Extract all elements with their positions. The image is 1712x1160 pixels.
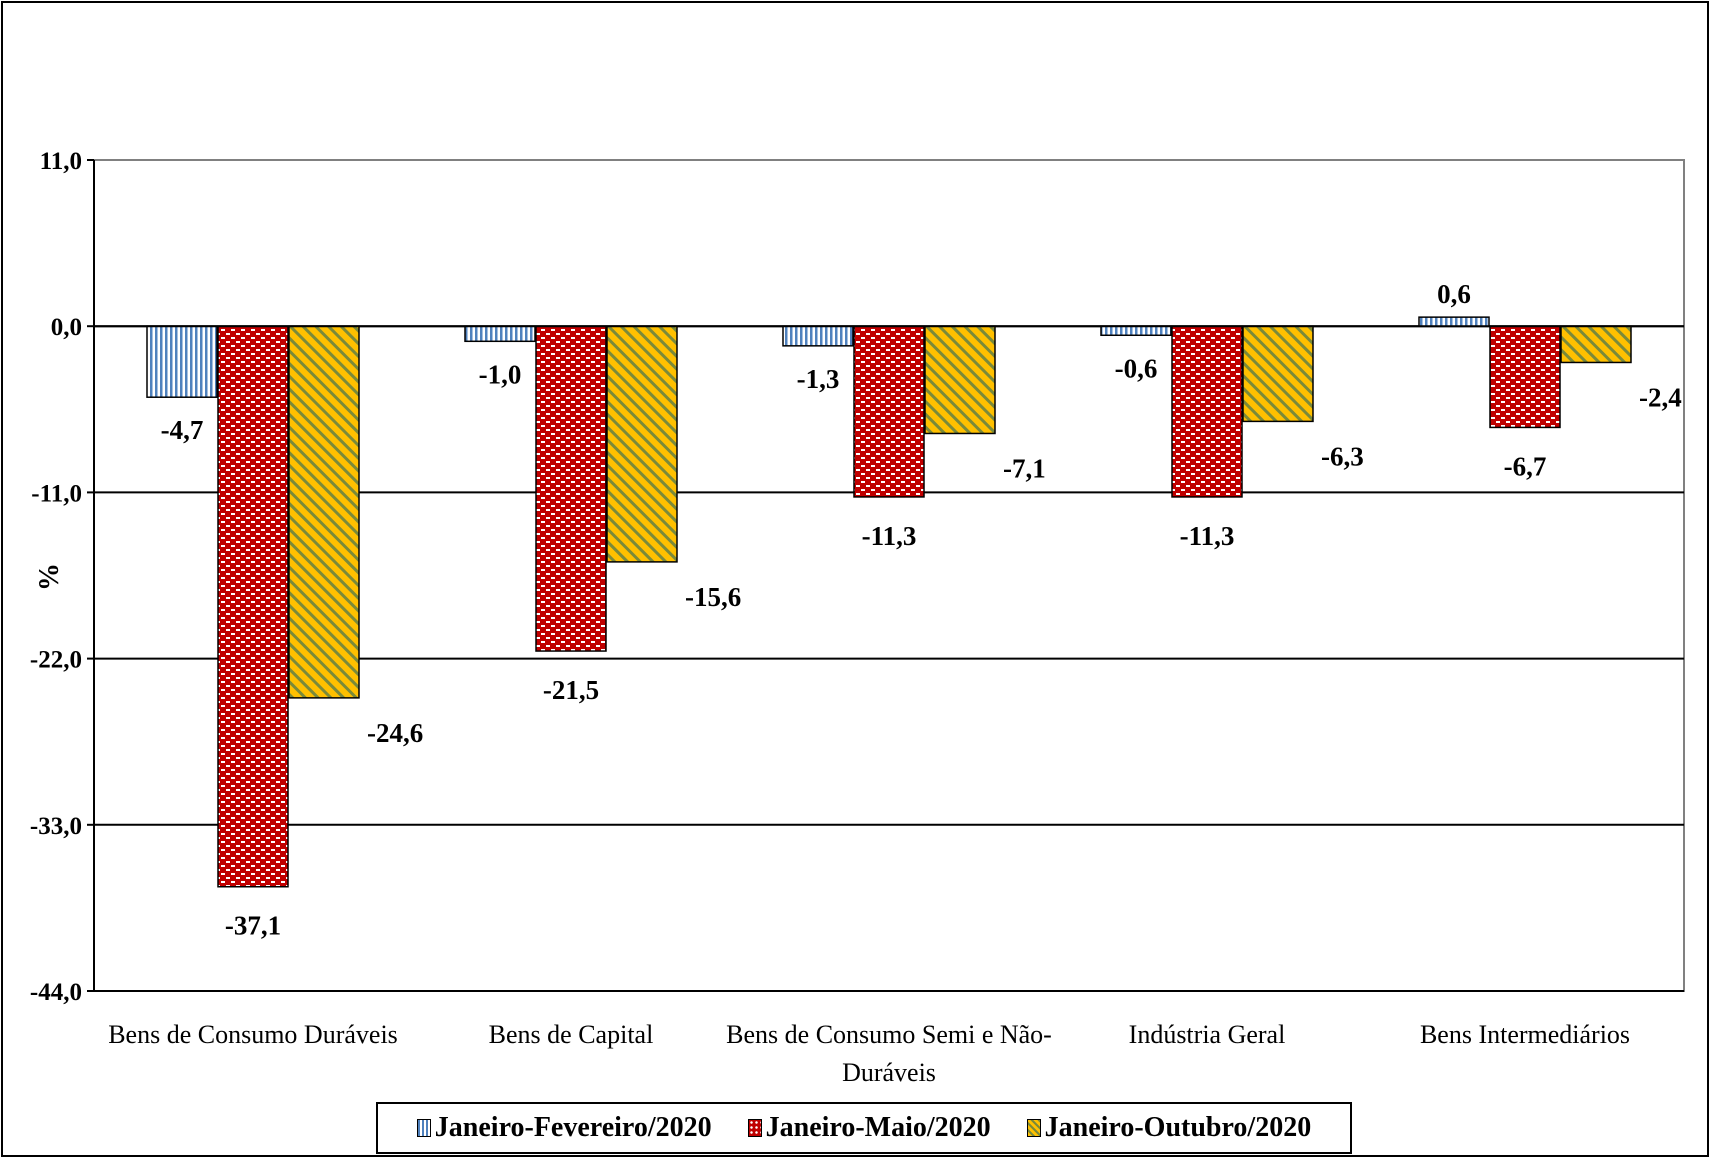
legend-swatch-jan-out	[1026, 1119, 1041, 1137]
bar-series-2-cat-1	[606, 325, 678, 563]
legend-swatch-jan-mai	[747, 1119, 762, 1137]
data-label: -11,3	[862, 521, 917, 551]
legend-item-jan-fev: Janeiro-Fevereiro/2020	[416, 1112, 712, 1144]
category-label: Duráveis	[842, 1058, 936, 1087]
bar-series-0-cat-2	[782, 325, 854, 347]
legend: Janeiro-Fevereiro/2020 Janeiro-Maio/2020…	[376, 1102, 1352, 1154]
bar-series-2-cat-3	[1242, 325, 1314, 423]
data-label: -24,6	[367, 718, 423, 748]
y-axis-title: %	[34, 563, 65, 591]
legend-label-jan-fev: Janeiro-Fevereiro/2020	[434, 1112, 712, 1143]
y-axis-ticks: 11,0 0,0 -11,0 -22,0 -33,0 -44,0	[30, 148, 95, 1006]
y-tick-label: 11,0	[40, 148, 82, 175]
y-tick-label: -11,0	[31, 480, 82, 507]
bar-series-1-cat-3	[1171, 325, 1243, 498]
data-label: -1,3	[797, 364, 840, 394]
data-label: -4,7	[161, 415, 204, 445]
bar-series-0-cat-4	[1418, 316, 1490, 327]
data-label: -21,5	[543, 675, 599, 705]
y-tick-label: -22,0	[30, 647, 82, 674]
y-tick-label: 0,0	[51, 314, 82, 341]
data-label: -1,0	[479, 359, 522, 389]
category-label: Bens de Consumo Duráveis	[108, 1020, 398, 1049]
category-label: Indústria Geral	[1129, 1020, 1286, 1049]
legend-label-jan-out: Janeiro-Outubro/2020	[1044, 1112, 1312, 1143]
bar-series-2-cat-0	[288, 325, 360, 699]
legend-swatch-jan-fev	[416, 1119, 431, 1137]
bar-series-2-cat-4	[1560, 325, 1632, 364]
bar-series-1-cat-4	[1489, 325, 1561, 429]
data-labels: -4,7 -37,1 -24,6 -1,0 -21,5 -15,6 -1,3 -11,3 -7,…	[161, 279, 1682, 941]
data-label: 0,6	[1437, 279, 1471, 309]
data-label: -15,6	[685, 582, 741, 612]
bar-series-1-cat-2	[853, 325, 925, 498]
legend-item-jan-out: Janeiro-Outubro/2020	[1026, 1112, 1312, 1144]
data-label: -0,6	[1115, 353, 1158, 383]
data-label: -7,1	[1003, 453, 1046, 483]
bar-series-1-cat-1	[535, 325, 607, 652]
category-label: Bens Intermediários	[1420, 1020, 1630, 1049]
bar-series-0-cat-1	[464, 325, 536, 343]
data-label: -2,4	[1639, 382, 1682, 412]
category-labels: Bens de Consumo Duráveis Bens de Capital B…	[108, 1020, 1630, 1087]
y-tick-label: -33,0	[30, 813, 82, 840]
bar-series-0-cat-0	[146, 325, 218, 398]
category-label: Bens de Capital	[489, 1020, 654, 1049]
bars	[94, 316, 1684, 888]
legend-label-jan-mai: Janeiro-Maio/2020	[765, 1112, 991, 1143]
data-label: -11,3	[1180, 521, 1235, 551]
data-label: -6,3	[1321, 441, 1364, 471]
bar-series-0-cat-3	[1100, 325, 1172, 337]
category-label: Bens de Consumo Semi e Não-	[726, 1020, 1052, 1049]
y-tick-label: -44,0	[30, 979, 82, 1006]
bar-series-1-cat-0	[217, 325, 289, 888]
bar-series-2-cat-2	[924, 325, 996, 435]
data-label: -37,1	[225, 911, 281, 941]
legend-item-jan-mai: Janeiro-Maio/2020	[747, 1112, 991, 1144]
data-label: -6,7	[1504, 451, 1547, 481]
